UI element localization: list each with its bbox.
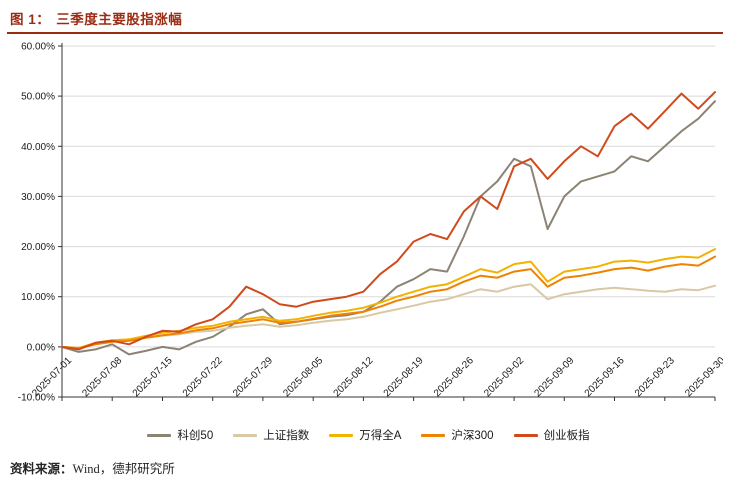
- svg-text:2025-07-29: 2025-07-29: [231, 355, 275, 399]
- svg-text:0.00%: 0.00%: [27, 342, 55, 353]
- legend-line-swatch: [329, 433, 354, 437]
- svg-text:2025-07-15: 2025-07-15: [131, 355, 175, 399]
- source-text: Wind，德邦研究所: [72, 462, 175, 476]
- figure-header: 图 1： 三季度主要股指涨幅: [0, 0, 730, 32]
- chart-canvas: 60.00% 50.00% 40.00% 30.00% 20.00% 10.00% 0.00…: [18, 42, 728, 404]
- svg-text:2025-09-09: 2025-09-09: [532, 355, 576, 399]
- svg-text:40.00%: 40.00%: [21, 142, 55, 153]
- legend-item-0: 科创50: [147, 427, 213, 443]
- chart-legend: 科创50 上证指数 万得全A 沪深300 创业板指: [7, 427, 730, 443]
- legend-label: 万得全A: [359, 430, 402, 442]
- legend-label: 沪深300: [451, 430, 494, 442]
- legend-label: 创业板指: [543, 430, 590, 442]
- svg-text:2025-07-08: 2025-07-08: [80, 355, 124, 399]
- svg-text:2025-09-30: 2025-09-30: [683, 355, 723, 399]
- legend-line-swatch: [233, 433, 258, 437]
- svg-text:2025-08-12: 2025-08-12: [332, 355, 376, 399]
- svg-text:2025-07-22: 2025-07-22: [181, 355, 225, 399]
- figure-source: 资料来源：Wind，德邦研究所: [10, 458, 730, 477]
- legend-item-2: 万得全A: [329, 427, 401, 443]
- legend-line-swatch: [513, 433, 538, 437]
- svg-text:60.00%: 60.00%: [21, 42, 55, 53]
- legend-item-3: 沪深300: [421, 427, 494, 443]
- legend-line-swatch: [421, 433, 446, 437]
- svg-text:50.00%: 50.00%: [21, 92, 55, 103]
- legend-item-4: 创业板指: [513, 427, 590, 443]
- title-divider-rule: [7, 32, 723, 34]
- svg-text:30.00%: 30.00%: [21, 192, 55, 203]
- figure-number-label: 图 1：: [10, 12, 51, 27]
- svg-text:2025-09-23: 2025-09-23: [633, 355, 677, 399]
- figure-title: 三季度主要股指涨幅: [56, 12, 183, 27]
- svg-text:2025-08-05: 2025-08-05: [281, 355, 325, 399]
- line-chart: 60.00% 50.00% 40.00% 30.00% 20.00% 10.00% 0.00…: [0, 36, 730, 443]
- svg-text:-10.00%: -10.00%: [18, 393, 55, 404]
- legend-item-1: 上证指数: [233, 427, 309, 443]
- svg-text:2025-09-02: 2025-09-02: [482, 355, 526, 399]
- svg-text:2025-08-19: 2025-08-19: [382, 355, 426, 399]
- legend-label: 上证指数: [263, 430, 310, 442]
- svg-text:10.00%: 10.00%: [21, 292, 55, 303]
- legend-line-swatch: [147, 433, 172, 437]
- svg-text:2025-09-16: 2025-09-16: [583, 355, 627, 399]
- svg-text:20.00%: 20.00%: [21, 242, 55, 253]
- svg-text:2025-08-26: 2025-08-26: [432, 355, 476, 399]
- source-label: 资料来源：: [10, 462, 73, 476]
- legend-label: 科创50: [177, 430, 214, 442]
